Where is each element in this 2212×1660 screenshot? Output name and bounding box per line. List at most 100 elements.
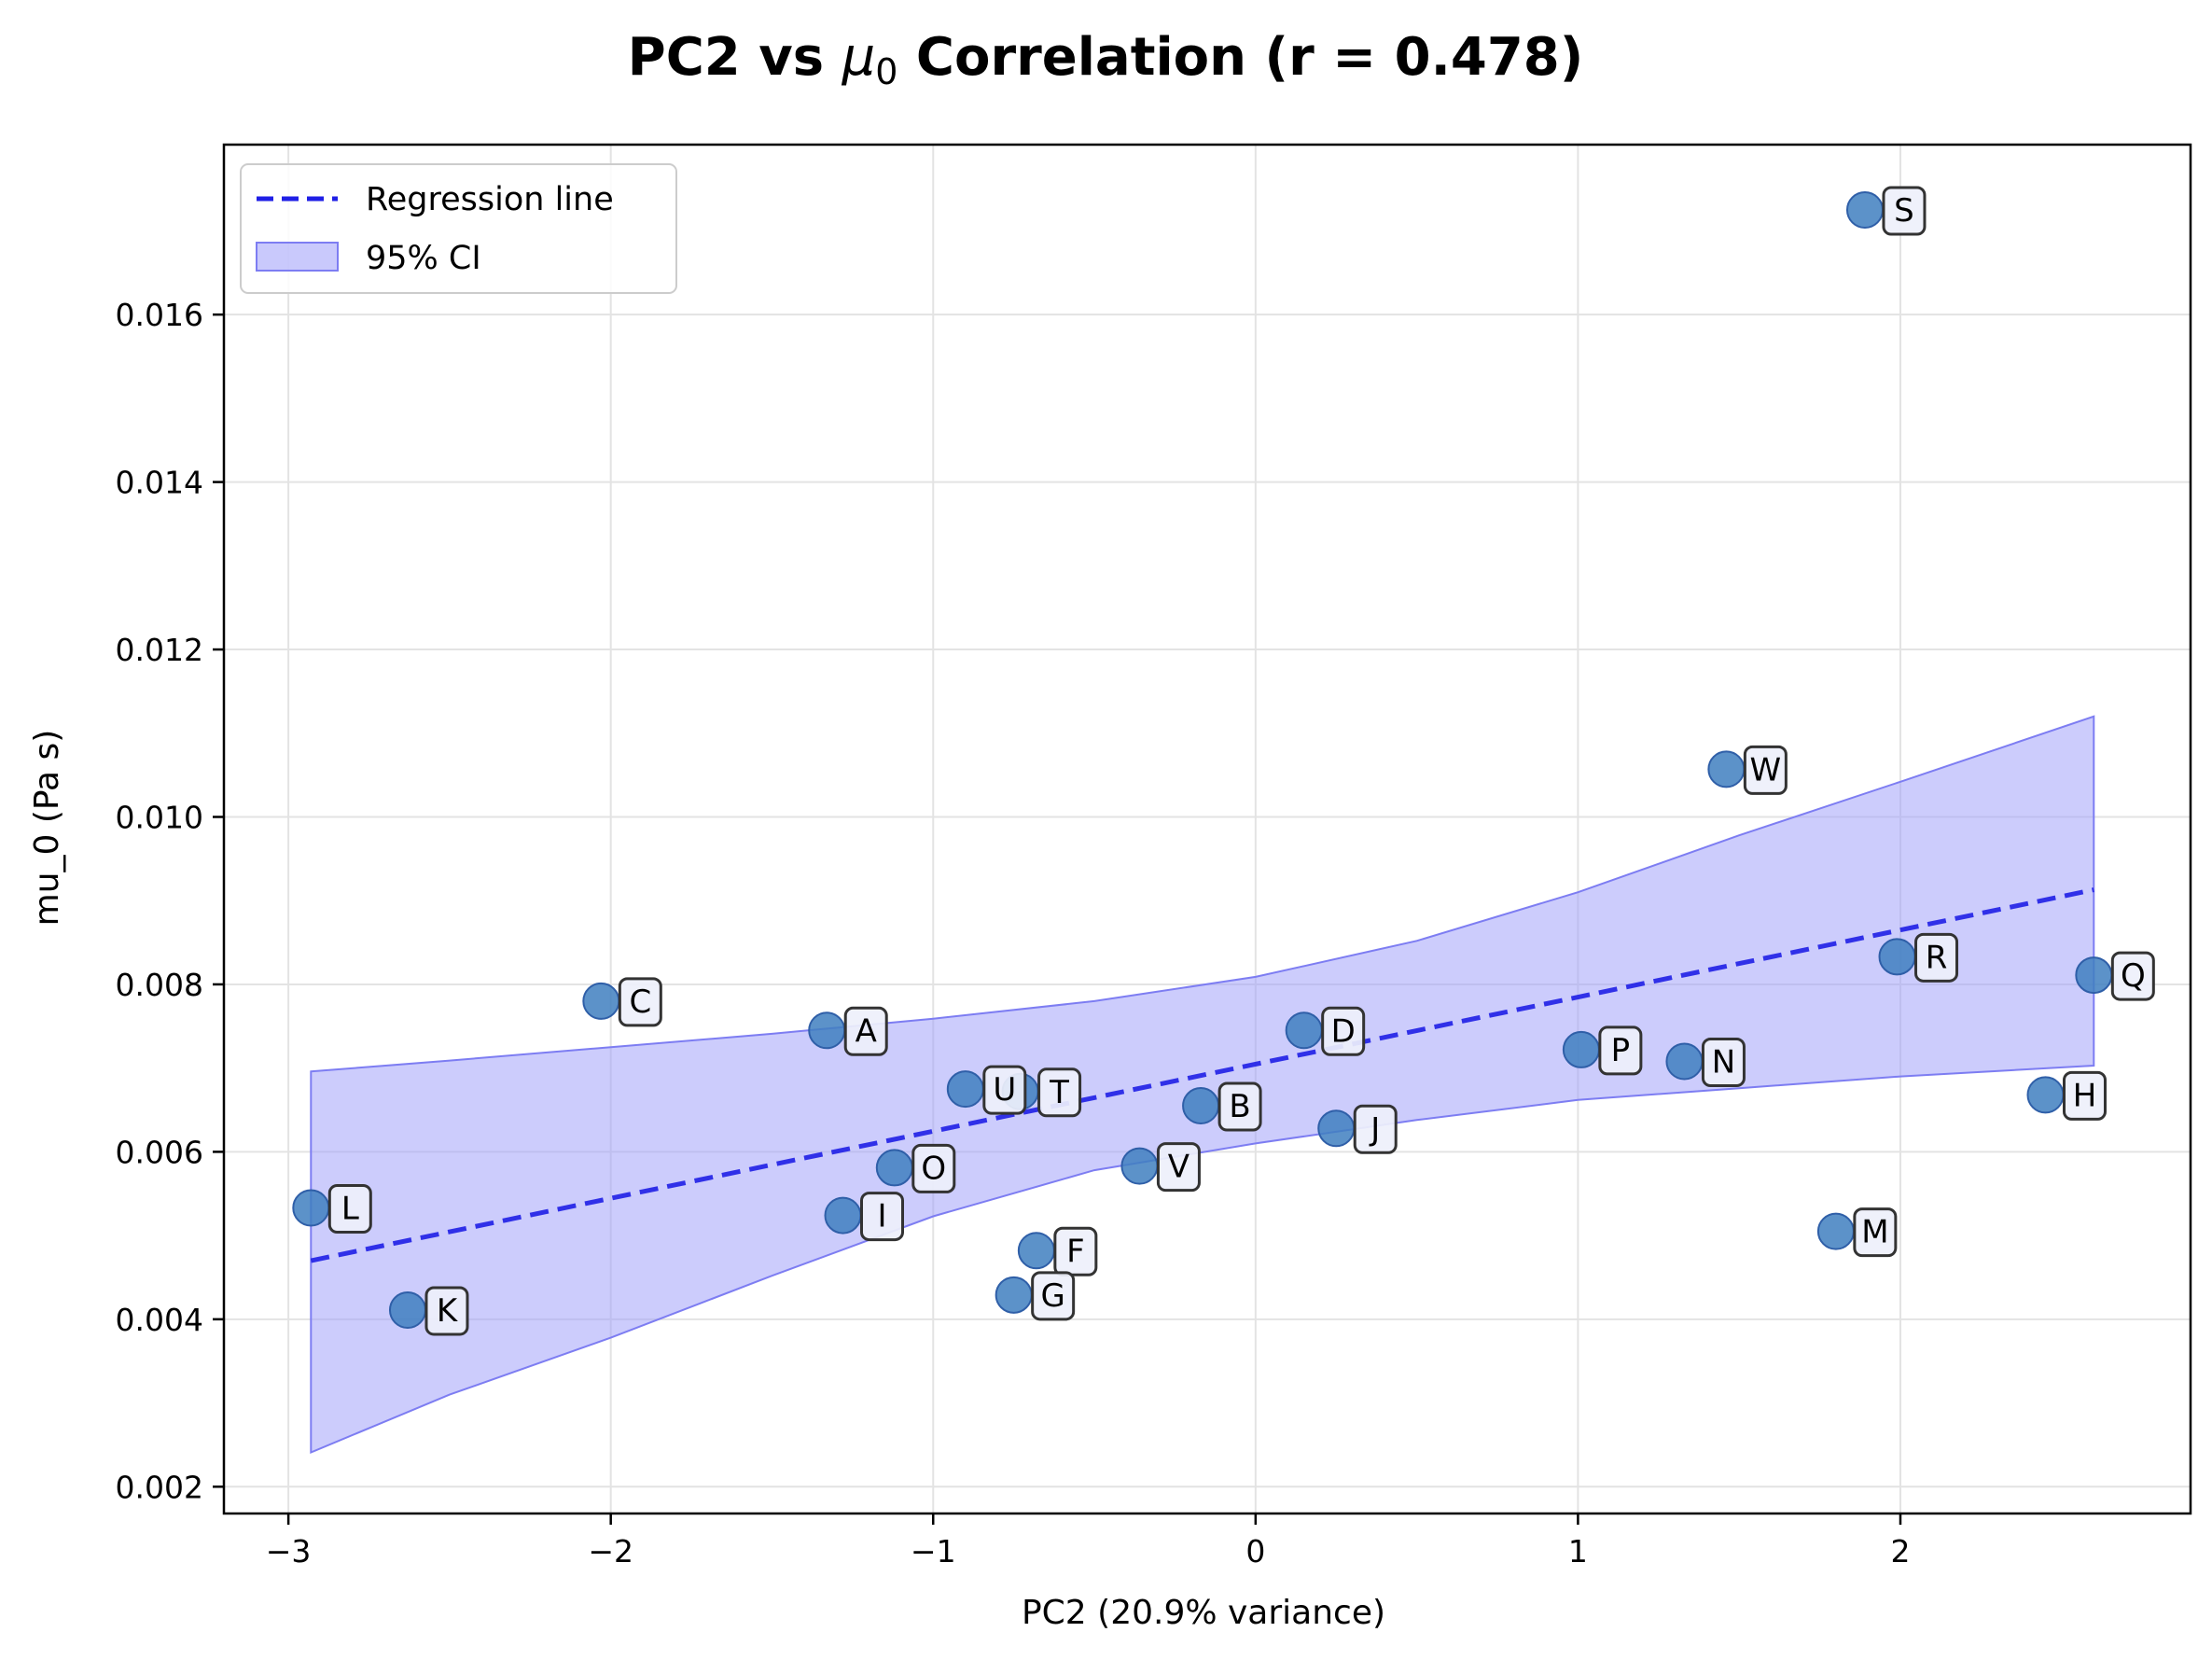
point-label-text: U <box>993 1071 1016 1109</box>
point-label-a: A <box>843 1006 888 1056</box>
x-tick-label: 2 <box>1890 1533 1910 1569</box>
data-point-w <box>1707 750 1746 788</box>
point-label-box <box>1053 1226 1098 1276</box>
point-label-text: P <box>1611 1032 1631 1069</box>
data-point-b <box>1182 1087 1220 1125</box>
point-label-n: N <box>1701 1037 1746 1087</box>
y-axis-label: mu_0 (Pa s) <box>28 730 66 927</box>
point-label-box <box>1156 1142 1201 1193</box>
point-label-text: T <box>1049 1074 1069 1111</box>
point-label-w: W <box>1743 745 1788 795</box>
y-tick-label: 0.004 <box>116 1302 203 1338</box>
data-point-i <box>824 1196 862 1235</box>
point-label-text: Q <box>2121 957 2146 995</box>
point-label-o: O <box>911 1143 956 1193</box>
point-label-box <box>1701 1037 1746 1087</box>
ci-band <box>310 715 2095 1454</box>
point-label-p: P <box>1598 1025 1643 1076</box>
point-label-text: I <box>877 1198 886 1235</box>
data-point-j <box>1317 1109 1356 1148</box>
chart-title-subscript: 0 <box>875 51 897 92</box>
point-label-box <box>1598 1025 1643 1076</box>
point-label-u: U <box>982 1065 1027 1115</box>
point-label-box <box>2062 1070 2107 1121</box>
x-tick-label: 0 <box>1245 1533 1265 1569</box>
regression-layer <box>310 887 2094 1263</box>
point-label-text: L <box>341 1191 359 1228</box>
data-point-u <box>946 1070 984 1109</box>
plot-frame <box>222 143 2192 1515</box>
point-label-box <box>1037 1067 1082 1118</box>
data-point-o <box>875 1149 913 1187</box>
legend-regression-label: Regression line <box>366 181 614 218</box>
point-label-box <box>1914 932 1959 983</box>
point-label-box <box>1031 1271 1076 1321</box>
point-label-g: G <box>1031 1271 1076 1321</box>
data-point-f <box>1017 1232 1055 1270</box>
point-label-i: I <box>860 1192 905 1242</box>
data-point-d <box>1285 1011 1323 1050</box>
point-label-q: Q <box>2110 951 2155 1001</box>
point-label-text: R <box>1926 939 1948 976</box>
point-labels-layer: A B C D FG H I J K L M N O P Q R S TU V W <box>327 186 2155 1336</box>
point-label-c: C <box>618 977 662 1027</box>
data-point-p <box>1562 1030 1600 1068</box>
point-label-box <box>424 1286 469 1336</box>
point-label-box <box>911 1143 956 1193</box>
data-point-c <box>582 982 620 1020</box>
data-point-m <box>1816 1212 1855 1250</box>
point-label-l: L <box>327 1184 372 1235</box>
point-label-box <box>982 1065 1027 1115</box>
point-label-text: H <box>2073 1077 2097 1114</box>
data-point-a <box>808 1011 846 1050</box>
point-label-text: F <box>1066 1233 1085 1270</box>
regression-line <box>310 887 2094 1263</box>
ci-band-layer <box>310 715 2095 1454</box>
x-tick-label: −1 <box>911 1533 956 1569</box>
point-label-text: M <box>1861 1214 1888 1251</box>
data-point-n <box>1665 1042 1704 1081</box>
point-label-text: B <box>1229 1088 1250 1125</box>
point-label-box <box>843 1006 888 1056</box>
legend-frame <box>240 163 677 294</box>
point-label-d: D <box>1321 1006 1366 1056</box>
point-label-j: J <box>1353 1104 1398 1154</box>
legend: Regression line 95% CI <box>240 163 677 294</box>
y-ticks: 0.002 0.004 0.006 0.008 0.010 0.012 0.014 0.016 <box>116 297 224 1505</box>
point-label-text: N <box>1712 1043 1735 1081</box>
y-tick-label: 0.010 <box>116 799 203 835</box>
point-label-b: B <box>1217 1081 1262 1132</box>
point-label-h: H <box>2062 1070 2107 1121</box>
data-point-s <box>1845 190 1884 229</box>
point-label-k: K <box>424 1286 469 1336</box>
point-label-s: S <box>1882 186 1927 236</box>
point-label-box <box>1882 186 1927 236</box>
data-point-g <box>995 1276 1033 1314</box>
point-label-box <box>860 1192 905 1242</box>
legend-ci-swatch <box>256 242 339 272</box>
point-label-text: J <box>1369 1110 1380 1148</box>
x-tick-label: −2 <box>588 1533 633 1569</box>
point-label-text: W <box>1750 751 1782 788</box>
data-point-l <box>292 1189 330 1227</box>
point-label-text: K <box>437 1292 459 1330</box>
point-label-v: V <box>1156 1142 1201 1193</box>
data-point-q <box>2075 956 2113 995</box>
data-point-v <box>1120 1147 1159 1185</box>
chart-title: PC2 vs μ0 Correlation (r = 0.478) <box>628 27 1584 92</box>
point-label-m: M <box>1853 1207 1898 1258</box>
point-label-box <box>618 977 662 1027</box>
axes <box>222 143 2192 1515</box>
point-label-box <box>1217 1081 1262 1132</box>
y-tick-label: 0.012 <box>116 632 203 668</box>
point-label-box <box>1321 1006 1366 1056</box>
x-tick-label: 1 <box>1568 1533 1588 1569</box>
y-tick-label: 0.002 <box>116 1469 203 1505</box>
point-label-f: F <box>1053 1226 1098 1276</box>
chart-title-symbol: μ <box>842 27 876 88</box>
chart-title-suffix: Correlation (r = 0.478) <box>897 27 1583 88</box>
point-label-box <box>2110 951 2155 1001</box>
point-label-box <box>1853 1207 1898 1258</box>
y-tick-label: 0.008 <box>116 967 203 1003</box>
